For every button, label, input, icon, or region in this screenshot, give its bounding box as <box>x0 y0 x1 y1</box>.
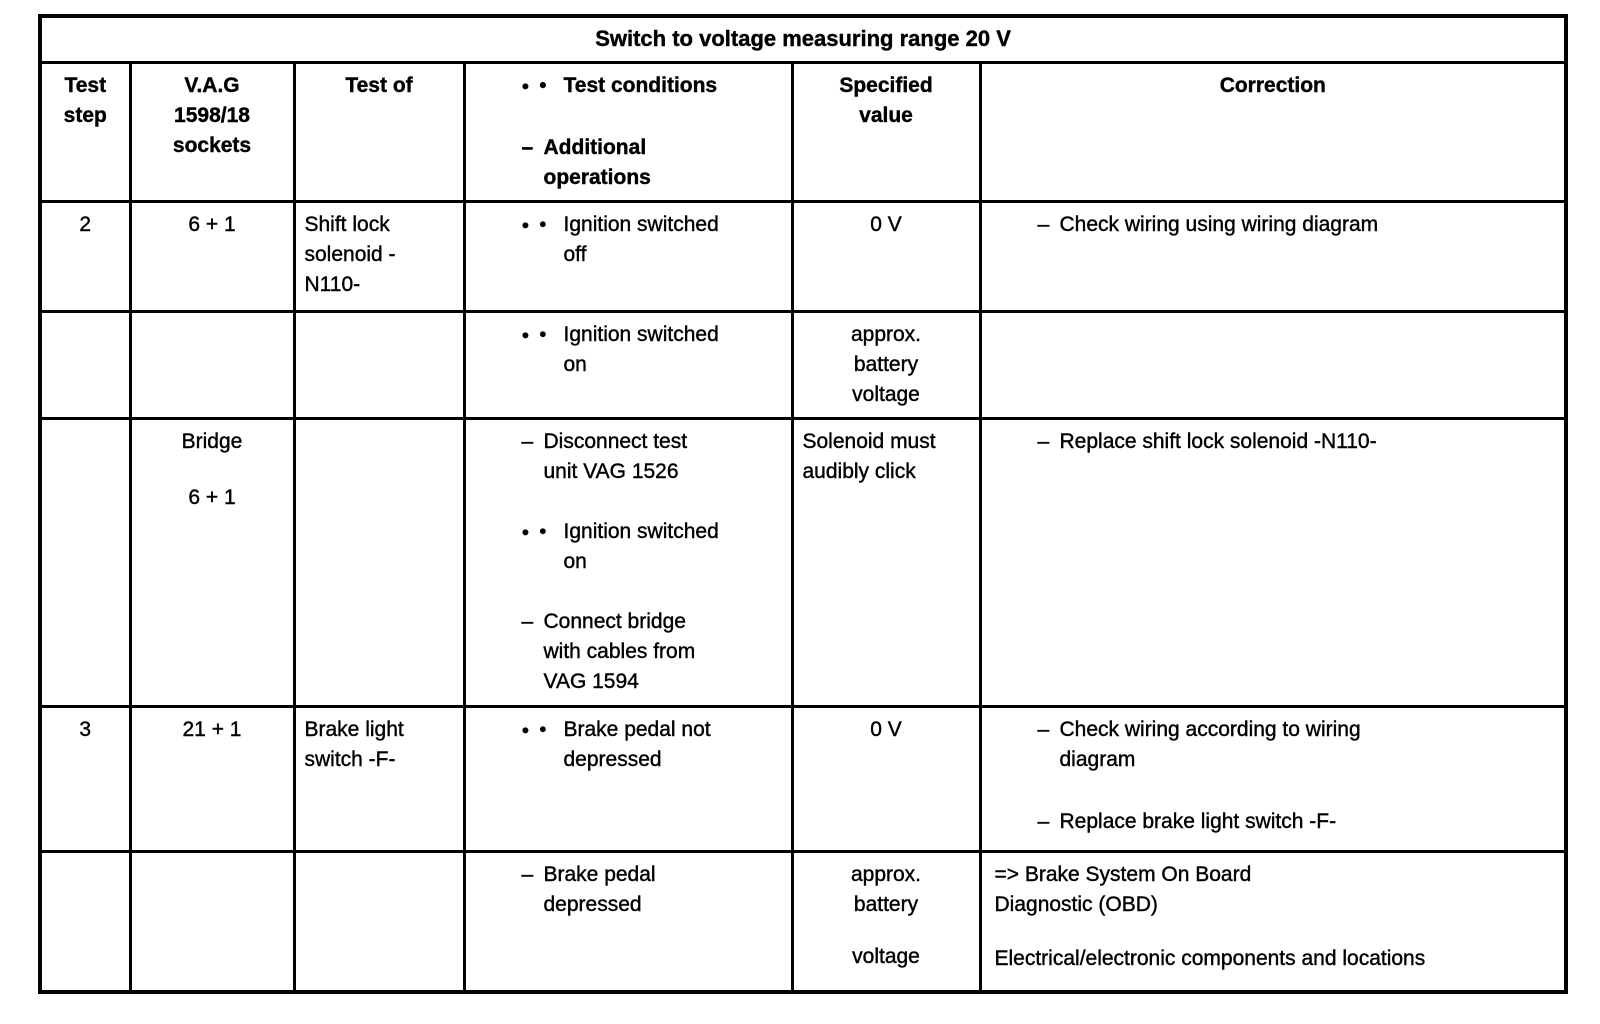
condition-text: Ignition switched on <box>563 519 719 573</box>
cell-test-of: Shift lock solenoid - N110- <box>292 199 466 313</box>
cell-correction: – Check wiring according to wiring diagr… <box>978 704 1568 853</box>
condition-text: Brake pedal not depressed <box>563 717 711 771</box>
cell-correction: – Check wiring using wiring diagram <box>978 199 1568 313</box>
operation-text: Brake pedal depressed <box>543 862 656 916</box>
bullet-icon: ● • <box>521 520 547 543</box>
condition-item: ● • Ignition switched on <box>470 517 787 577</box>
table-title-row: Switch to voltage measuring range 20 V <box>38 14 1568 64</box>
col-header-conditions: ● • Test conditions – Additional operatio… <box>462 60 794 203</box>
operation-text: Connect bridge with cables from VAG 1594 <box>543 609 696 693</box>
cell-conditions: – Disconnect test unit VAG 1526 ● • Ignit… <box>462 416 794 708</box>
table-header-row: Test step V.A.G 1598/18 sockets Test of … <box>38 60 1568 203</box>
col-header-specified-value: Specified value <box>790 60 982 203</box>
table-title: Switch to voltage measuring range 20 V <box>38 14 1568 64</box>
header-condition-item: ● • Test conditions <box>470 71 787 101</box>
correction-reference: => Brake System On Board Diagnostic (OBD… <box>994 862 1252 916</box>
cell-specified-value: 0 V <box>790 704 982 853</box>
correction-item: – Check wiring using wiring diagram <box>986 210 1561 240</box>
bullet-icon: ● • <box>521 74 547 97</box>
header-operation-item: – Additional operations <box>470 133 787 193</box>
cell-conditions: ● • Brake pedal not depressed <box>462 704 794 853</box>
cell-empty <box>292 849 466 994</box>
col-header-test-of: Test of <box>292 60 466 203</box>
value-line: voltage <box>852 944 920 968</box>
cell-sockets: 6 + 1 <box>128 199 296 313</box>
table-row: Bridge 6 + 1 – Disconnect test unit VAG … <box>38 416 1568 708</box>
cell-sockets: Bridge 6 + 1 <box>128 416 296 708</box>
cell-empty <box>292 416 466 708</box>
operation-text: Disconnect test unit VAG 1526 <box>543 429 688 483</box>
header-conditions-label: Test conditions <box>563 73 718 97</box>
sockets-line: Bridge <box>181 429 243 453</box>
dash-icon: – <box>521 609 534 633</box>
dash-icon: – <box>521 429 534 453</box>
correction-item: – Replace brake light switch -F- <box>986 807 1561 837</box>
table-row: 3 21 + 1 Brake light switch -F- ● • Brake… <box>38 704 1568 853</box>
operation-item: – Disconnect test unit VAG 1526 <box>470 427 787 487</box>
correction-item: – Replace shift lock solenoid -N110- <box>986 427 1561 457</box>
col-header-sockets: V.A.G 1598/18 sockets <box>128 60 296 203</box>
condition-item: ● • Ignition switched off <box>470 210 787 270</box>
cell-empty <box>128 309 296 420</box>
condition-text: Ignition switched off <box>563 212 719 266</box>
operation-item: – Brake pedal depressed <box>470 860 787 920</box>
cell-empty <box>38 416 132 708</box>
bullet-icon: ● • <box>521 213 547 236</box>
dash-icon: – <box>1037 809 1050 833</box>
cell-test-step: 2 <box>38 199 132 313</box>
dash-icon: – <box>521 135 534 159</box>
cell-empty <box>38 849 132 994</box>
table-row: 2 6 + 1 Shift lock solenoid - N110- ● • I… <box>38 199 1568 313</box>
cell-empty <box>292 309 466 420</box>
bullet-icon: ● • <box>521 323 547 346</box>
cell-conditions: ● • Ignition switched on <box>462 309 794 420</box>
cell-empty <box>978 309 1568 420</box>
cell-specified-value: approx. battery voltage <box>790 849 982 994</box>
cell-correction: => Brake System On Board Diagnostic (OBD… <box>978 849 1568 994</box>
correction-reference: Electrical/electronic components and loc… <box>994 946 1426 970</box>
header-operations-label: Additional operations <box>543 135 651 189</box>
dash-icon: – <box>1037 717 1050 741</box>
condition-item: ● • Ignition switched on <box>470 320 787 380</box>
correction-item: – Check wiring according to wiring diagr… <box>986 715 1561 775</box>
table-row: ● • Ignition switched on approx. battery … <box>38 309 1568 420</box>
operation-item: – Connect bridge with cables from VAG 15… <box>470 607 787 697</box>
col-header-correction: Correction <box>978 60 1568 203</box>
cell-empty <box>38 309 132 420</box>
dash-icon: – <box>1037 429 1050 453</box>
cell-specified-value: Solenoid must audibly click <box>790 416 982 708</box>
dash-icon: – <box>521 862 534 886</box>
correction-text: Replace shift lock solenoid -N110- <box>1059 429 1377 453</box>
cell-empty <box>128 849 296 994</box>
cell-test-of: Brake light switch -F- <box>292 704 466 853</box>
cell-test-step: 3 <box>38 704 132 853</box>
correction-text: Check wiring using wiring diagram <box>1059 212 1379 236</box>
cell-conditions: ● • Ignition switched off <box>462 199 794 313</box>
dash-icon: – <box>1037 212 1050 236</box>
condition-item: ● • Brake pedal not depressed <box>470 715 787 775</box>
cell-specified-value: 0 V <box>790 199 982 313</box>
cell-sockets: 21 + 1 <box>128 704 296 853</box>
correction-text: Check wiring according to wiring diagram <box>1059 717 1361 771</box>
sockets-line: 6 + 1 <box>188 485 236 509</box>
col-header-test-step: Test step <box>38 60 132 203</box>
condition-text: Ignition switched on <box>563 322 719 376</box>
value-line: approx. battery <box>850 862 922 916</box>
table-row: – Brake pedal depressed approx. battery … <box>38 849 1568 994</box>
cell-specified-value: approx. battery voltage <box>790 309 982 420</box>
correction-text: Replace brake light switch -F- <box>1059 809 1337 833</box>
voltage-test-table: Switch to voltage measuring range 20 V T… <box>38 14 1569 994</box>
cell-correction: – Replace shift lock solenoid -N110- <box>978 416 1568 708</box>
cell-conditions: – Brake pedal depressed <box>462 849 794 994</box>
bullet-icon: ● • <box>521 718 547 741</box>
